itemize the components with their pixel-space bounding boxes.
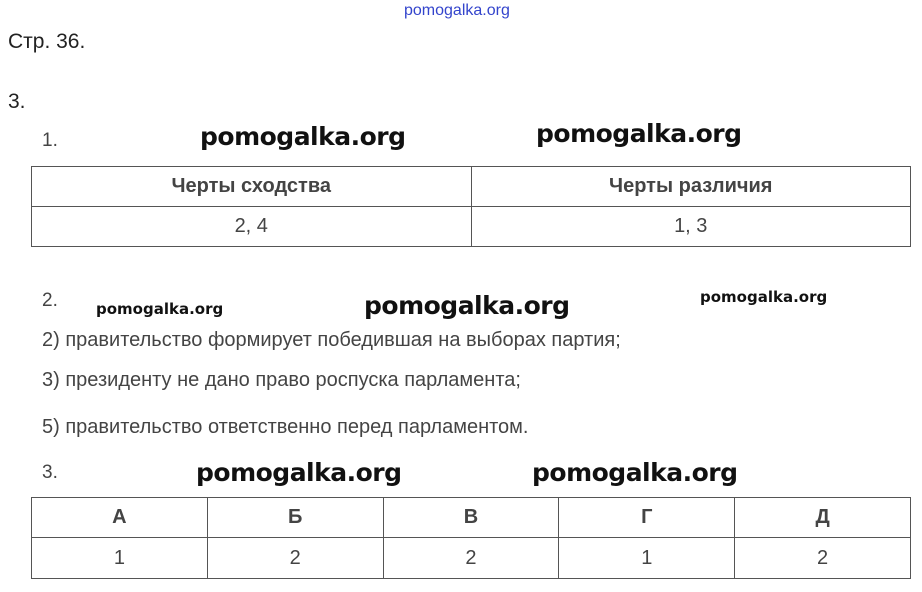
part3-number: 3. — [42, 462, 58, 483]
watermark: pomogalka.org — [196, 458, 402, 487]
watermark: pomogalka.org — [700, 288, 828, 306]
header-cell: А — [31, 497, 208, 538]
answer-line: 3) президенту не дано право роспуска пар… — [42, 369, 521, 391]
header-cell: Г — [558, 497, 736, 538]
page-number: Стр. 36. — [8, 30, 86, 53]
watermark: pomogalka.org — [200, 122, 406, 151]
value-cell: 1, 3 — [470, 206, 911, 247]
header-cell: Черты сходства — [31, 166, 472, 207]
header-cell: Б — [206, 497, 384, 538]
part3-table: А Б В Г Д 1 2 2 1 2 — [31, 497, 911, 579]
watermark: pomogalka.org — [96, 300, 224, 318]
answer-line: 5) правительство ответственно перед парл… — [42, 416, 529, 438]
part2-number: 2. — [42, 290, 58, 311]
value-cell: 1 — [558, 537, 736, 579]
watermark: pomogalka.org — [532, 458, 738, 487]
watermark: pomogalka.org — [364, 291, 570, 320]
task-number: 3. — [8, 90, 26, 113]
value-cell: 2 — [734, 537, 911, 579]
header-cell: Черты различия — [470, 166, 911, 207]
part1-number: 1. — [42, 130, 58, 151]
value-cell: 2 — [206, 537, 384, 579]
part1-table: Черты сходства Черты различия 2, 4 1, 3 — [31, 166, 911, 247]
value-cell: 2, 4 — [31, 206, 472, 247]
watermark: pomogalka.org — [536, 119, 742, 148]
value-cell: 2 — [382, 537, 560, 579]
watermark-top: pomogalka.org — [404, 2, 510, 19]
header-cell: Д — [734, 497, 911, 538]
header-cell: В — [382, 497, 560, 538]
value-cell: 1 — [31, 537, 208, 579]
answer-line: 2) правительство формирует победившая на… — [42, 329, 621, 351]
